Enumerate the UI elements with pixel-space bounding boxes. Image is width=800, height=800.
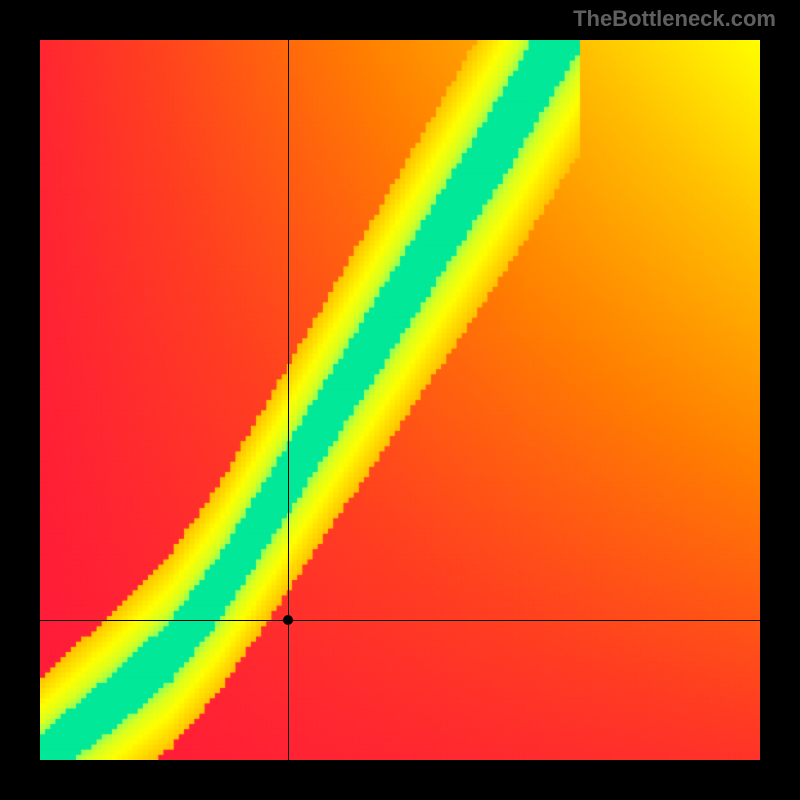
chart-container: TheBottleneck.com <box>0 0 800 800</box>
heatmap-canvas <box>40 40 760 760</box>
crosshair-horizontal <box>40 620 760 621</box>
crosshair-marker <box>283 615 293 625</box>
crosshair-vertical <box>288 40 289 760</box>
watermark-text: TheBottleneck.com <box>573 6 776 32</box>
